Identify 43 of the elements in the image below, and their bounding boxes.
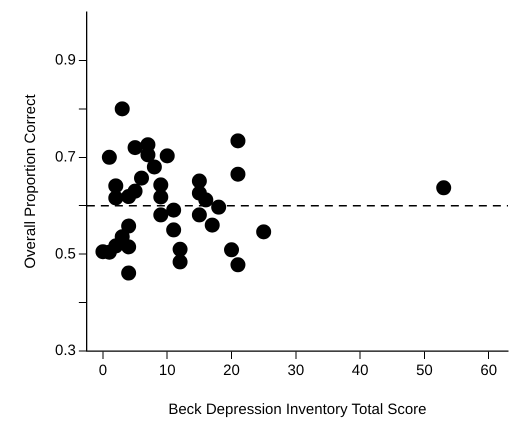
- point: [211, 200, 226, 215]
- x-axis-title: Beck Depression Inventory Total Score: [168, 401, 427, 418]
- point: [121, 239, 136, 254]
- point: [230, 133, 246, 148]
- y-tick-label: 0.3: [54, 342, 76, 360]
- point: [192, 207, 207, 222]
- point: [153, 189, 168, 204]
- y-tick-label: 0.5: [54, 245, 76, 262]
- point: [436, 180, 452, 196]
- point: [146, 159, 162, 174]
- point: [134, 170, 150, 186]
- x-tick-label: 20: [223, 362, 240, 380]
- point: [230, 257, 246, 272]
- x-tick-label: 60: [480, 362, 498, 380]
- point: [121, 218, 136, 234]
- point: [108, 190, 124, 206]
- x-tick-label: 10: [158, 362, 176, 380]
- y-tick-label: 0.9: [54, 52, 76, 69]
- point: [172, 242, 188, 257]
- point: [153, 207, 168, 222]
- point: [128, 140, 143, 156]
- point: [153, 177, 168, 192]
- point: [204, 218, 220, 233]
- point: [172, 254, 188, 270]
- point: [230, 166, 246, 182]
- point: [114, 101, 130, 116]
- point: [224, 242, 240, 258]
- y-axis-title: Overall Proportion Correct: [22, 94, 40, 269]
- x-tick-label: 30: [287, 362, 304, 380]
- x-tick-label: 50: [416, 362, 433, 380]
- point: [198, 192, 214, 208]
- point: [121, 266, 136, 281]
- point: [121, 189, 136, 204]
- point: [160, 148, 175, 164]
- point: [166, 222, 182, 238]
- point: [108, 178, 124, 194]
- x-tick-label: 40: [352, 362, 368, 380]
- x-tick-label: 0: [98, 362, 108, 380]
- point: [192, 174, 207, 189]
- point: [166, 202, 182, 218]
- y-tick-label: 0.7: [54, 148, 76, 166]
- point: [102, 150, 117, 165]
- point: [256, 224, 272, 240]
